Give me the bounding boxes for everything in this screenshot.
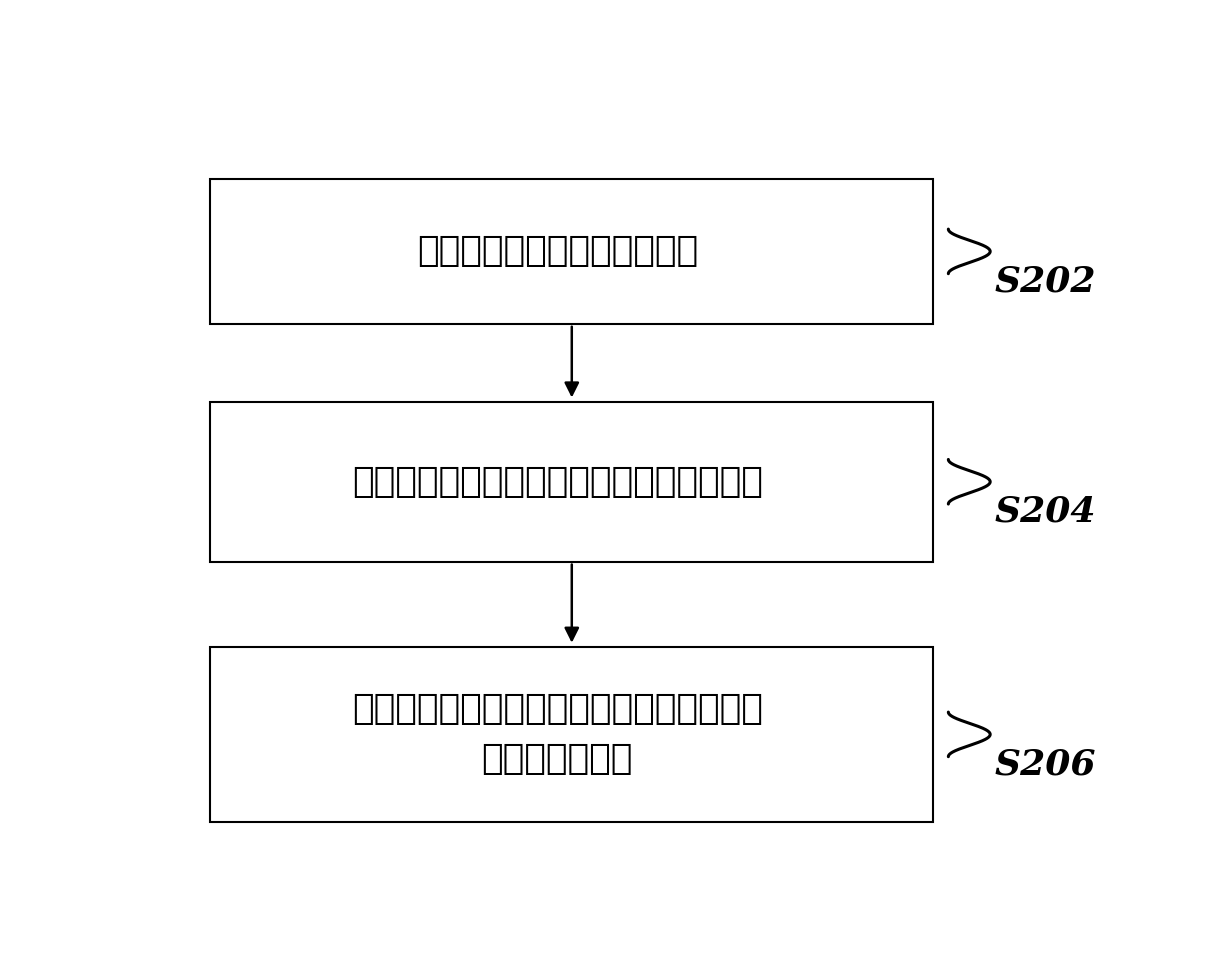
Text: S204: S204	[995, 494, 1097, 529]
Text: 确定上述目标空间内的每个墙体的方位信息: 确定上述目标空间内的每个墙体的方位信息	[352, 465, 763, 499]
Text: S202: S202	[995, 264, 1097, 298]
Bar	[211, 648, 933, 822]
Text: S206: S206	[995, 747, 1097, 781]
Text: 获取目标空间的日照方向信息: 获取目标空间的日照方向信息	[417, 234, 698, 268]
Bar	[211, 179, 933, 324]
Bar	[211, 401, 933, 562]
Text: 依据上述日照方向信息和上述方位信息确定
上述日照分布值: 依据上述日照方向信息和上述方位信息确定 上述日照分布值	[352, 692, 763, 777]
